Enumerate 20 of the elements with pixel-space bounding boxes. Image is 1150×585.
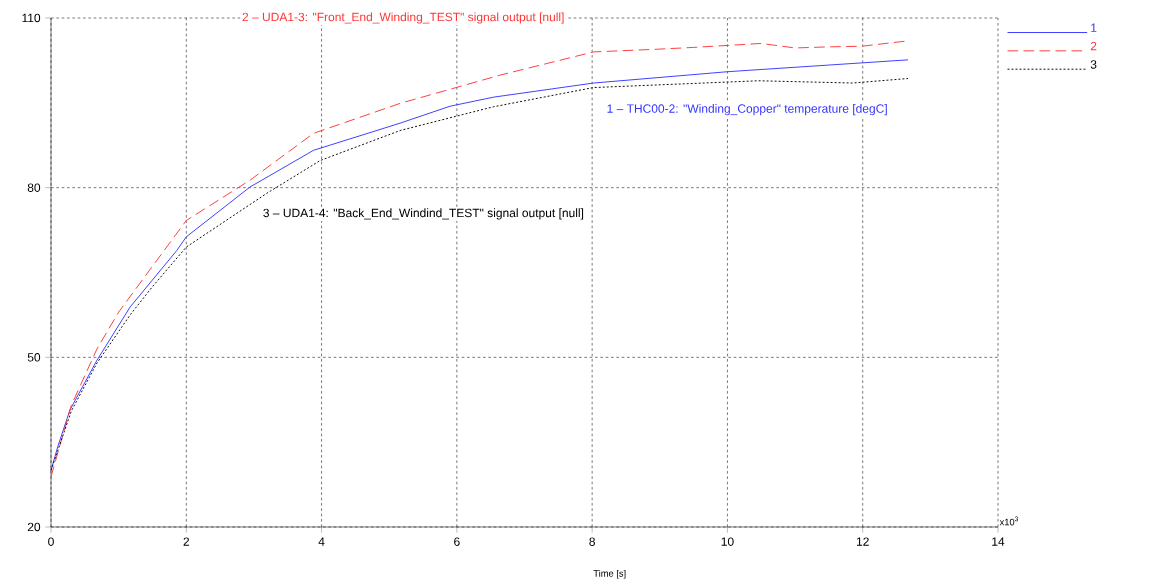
text: x10$^{3}$ <box>999 516 1019 526</box>
y-tick-label: 20 <box>27 522 41 532</box>
x-axis-title: Time [s] <box>593 569 626 579</box>
x-tick-label: 8 <box>589 537 595 546</box>
x-tick-label: 2 <box>183 537 190 546</box>
x-tick-label: 4 <box>318 537 325 546</box>
annotation: 2 – UDA1-3: "Front_End_Winding_TEST" signal output [null] <box>242 12 564 24</box>
x-tick-label: 10 <box>721 537 734 546</box>
y-tick-label: 80 <box>27 183 41 192</box>
text: 2 <box>1090 41 1097 51</box>
text: 3 <box>1090 60 1097 69</box>
x-tick-label: 6 <box>454 537 460 546</box>
x-tick-label: 12 <box>856 537 869 546</box>
text: 1 <box>1091 23 1097 32</box>
annotation: 3 – UDA1-4: "Back_End_Windind_TEST" signal output [null] <box>263 208 584 220</box>
y-tick-label: 50 <box>27 353 41 362</box>
annotation: 1 – THC00-2: "Winding_Copper" temperature [degC] <box>607 104 887 116</box>
x-tick-label: 0 <box>48 537 54 546</box>
y-tick-label: 110 <box>22 13 41 23</box>
x-tick-label: 14 <box>992 537 1005 546</box>
